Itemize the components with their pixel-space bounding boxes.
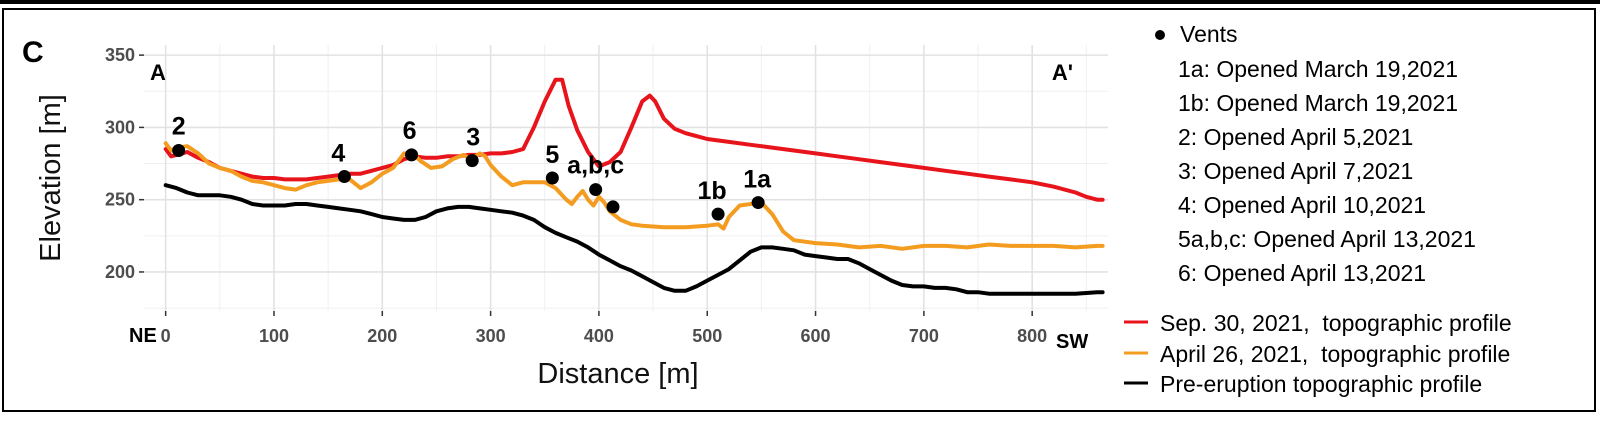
vent-point	[711, 207, 725, 221]
x-tick-label: 800	[1017, 326, 1047, 346]
y-tick-label: 350	[105, 45, 135, 65]
vents-legend-entry: 1b: Opened March 19,2021	[1178, 90, 1458, 116]
legend-label-april-26: April 26, 2021, topographic profile	[1160, 341, 1510, 367]
y-tick-label: 200	[105, 262, 135, 282]
corner-label-a-prime: A'	[1052, 60, 1073, 85]
vent-label: 4	[331, 140, 345, 168]
y-tick-label: 250	[105, 190, 135, 210]
y-axis-ticks: 200 250 300 350	[105, 45, 144, 282]
x-tick-label: 200	[367, 326, 397, 346]
x-tick-label: 700	[909, 326, 939, 346]
vent-point	[405, 148, 419, 162]
vent-markers: 2 4 6 3 5 a,b,c 1b 1a	[172, 113, 772, 221]
vents-legend-entry: 2: Opened April 5,2021	[1178, 124, 1413, 150]
y-axis-label: Elevation [m]	[35, 94, 67, 262]
vents-legend-entry: 3: Opened April 7,2021	[1178, 158, 1413, 184]
vents-legend-entry: 1a: Opened March 19,2021	[1178, 56, 1458, 82]
x-tick-label: 100	[259, 326, 289, 346]
vent-point	[545, 171, 559, 185]
corner-label-ne: NE	[129, 325, 157, 347]
vent-label: a,b,c	[567, 152, 624, 180]
vent-point	[606, 200, 620, 214]
vent-point	[337, 170, 351, 184]
vents-legend-dot	[1155, 30, 1165, 40]
figure-frame	[2, 8, 1596, 412]
series-lines	[163, 77, 1105, 296]
corner-label-sw: SW	[1056, 331, 1088, 353]
vent-label: 2	[172, 113, 186, 141]
series-line-2	[163, 183, 1105, 296]
vent-label: 6	[403, 117, 417, 145]
vents-legend-entry: 6: Opened April 13,2021	[1178, 260, 1426, 286]
vent-label: 3	[466, 124, 480, 152]
y-tick-label: 300	[105, 117, 135, 137]
x-tick-label: 600	[801, 326, 831, 346]
vents-legend-entry: 5a,b,c: Opened April 13,2021	[1178, 226, 1476, 252]
top-border	[0, 0, 1600, 4]
vent-point	[465, 154, 479, 168]
vent-label: 1b	[697, 177, 726, 205]
series-line-0	[163, 77, 1105, 202]
x-tick-label: 500	[692, 326, 722, 346]
vent-label: 1a	[743, 166, 772, 194]
panel-letter: C	[22, 36, 44, 69]
legend-label-pre-eruption: Pre-eruption topographic profile	[1160, 371, 1482, 397]
series-line-1	[163, 141, 1105, 251]
vents-legend-entry: 4: Opened April 10,2021	[1178, 192, 1426, 218]
x-tick-label: 0	[161, 326, 171, 346]
corner-label-a: A	[150, 60, 166, 85]
vents-legend: Vents 1a: Opened March 19,2021 1b: Opene…	[1155, 21, 1476, 286]
vent-label: 5	[545, 141, 559, 169]
grid	[144, 45, 1108, 311]
vents-legend-title: Vents	[1180, 21, 1238, 47]
x-tick-label: 300	[476, 326, 506, 346]
vent-point	[589, 183, 603, 197]
x-axis-ticks: 0 100 200 300 400 500 600 700 800	[161, 311, 1047, 346]
x-tick-label: 400	[584, 326, 614, 346]
vent-point	[172, 144, 186, 158]
x-axis-label: Distance [m]	[537, 358, 698, 390]
vent-point	[751, 196, 765, 210]
series-legend: Sep. 30, 2021, topographic profile April…	[1124, 310, 1512, 397]
legend-label-sep-30: Sep. 30, 2021, topographic profile	[1160, 310, 1512, 336]
